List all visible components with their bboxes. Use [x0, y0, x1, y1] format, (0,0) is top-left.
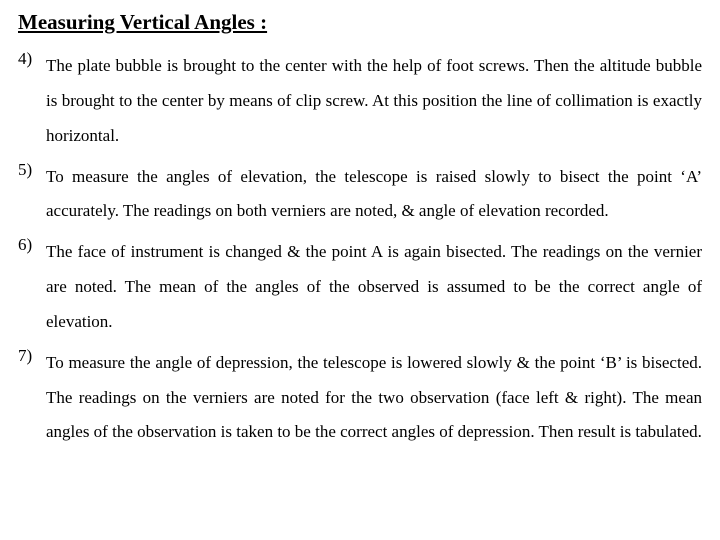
- page-title: Measuring Vertical Angles :: [18, 10, 702, 35]
- list-text: To measure the angles of elevation, the …: [46, 160, 702, 230]
- list-text: To measure the angle of depression, the …: [46, 346, 702, 451]
- list-item: 7) To measure the angle of depression, t…: [18, 346, 702, 451]
- list-marker: 5): [18, 160, 46, 230]
- numbered-list: 4) The plate bubble is brought to the ce…: [18, 49, 702, 456]
- list-text: The plate bubble is brought to the cente…: [46, 49, 702, 154]
- list-item: 6) The face of instrument is changed & t…: [18, 235, 702, 340]
- list-item: 4) The plate bubble is brought to the ce…: [18, 49, 702, 154]
- list-item: 5) To measure the angles of elevation, t…: [18, 160, 702, 230]
- list-marker: 6): [18, 235, 46, 340]
- list-marker: 7): [18, 346, 46, 451]
- list-marker: 4): [18, 49, 46, 154]
- list-text: The face of instrument is changed & the …: [46, 235, 702, 340]
